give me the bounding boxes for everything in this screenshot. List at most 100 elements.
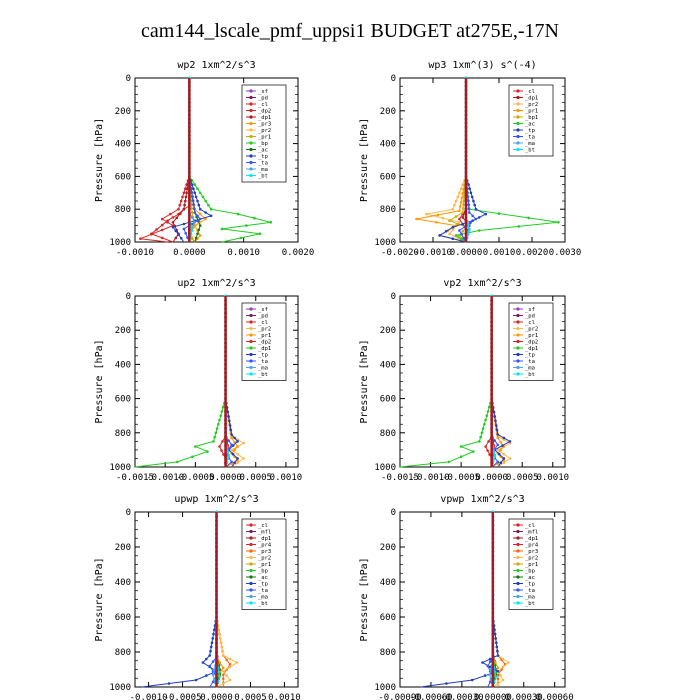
data-point	[204, 199, 207, 203]
data-point	[190, 191, 193, 194]
data-point	[139, 237, 142, 240]
legend-label: _pd	[258, 314, 268, 320]
data-point	[178, 203, 182, 207]
y-tick-label: 600	[115, 395, 131, 405]
data-point	[458, 209, 461, 213]
x-tick-label: 0.0010	[268, 693, 301, 700]
series-markers-tp	[438, 76, 488, 240]
legend-label: _cl	[258, 320, 268, 326]
legend-label: _bt	[525, 148, 535, 154]
legend-box	[508, 84, 554, 157]
data-point	[220, 449, 223, 452]
data-point	[190, 222, 194, 226]
legend-marker	[249, 536, 253, 540]
legend-label: _dp2	[525, 340, 538, 346]
legend-marker	[249, 549, 253, 553]
data-point	[197, 203, 201, 207]
legend-marker	[516, 141, 520, 145]
data-point	[160, 223, 164, 227]
legend-label: _pr1	[258, 333, 271, 339]
data-point	[451, 237, 455, 240]
x-tick-label: 0.0020	[282, 248, 315, 258]
y-axis-label: Pressure [hPa]	[94, 118, 105, 202]
legend-marker	[516, 346, 520, 350]
legend-label: _pr2	[525, 556, 538, 562]
data-point	[209, 645, 213, 649]
data-point	[174, 229, 178, 233]
data-point	[253, 216, 256, 220]
data-point	[221, 649, 224, 653]
legend-marker	[249, 555, 253, 560]
chart-title: up2 1xm^2/s^3	[177, 278, 255, 289]
data-point	[160, 228, 164, 232]
data-point	[492, 410, 496, 414]
chart-panel-4: vp2 1xm^2/s^302004006008001000-0.0015-0.…	[359, 278, 569, 483]
data-point	[499, 448, 503, 452]
legend-label: _pr4	[258, 543, 272, 549]
data-point	[206, 450, 209, 453]
data-point	[472, 199, 475, 203]
data-point	[194, 445, 197, 448]
x-tick-label: -0.0005	[442, 473, 480, 483]
data-point	[166, 221, 169, 224]
data-point	[233, 436, 236, 440]
legend-label: _bt	[258, 174, 268, 180]
data-point	[193, 211, 197, 214]
data-point	[484, 418, 487, 422]
legend-marker	[516, 536, 520, 540]
legend-marker	[249, 326, 253, 331]
data-point	[182, 227, 186, 231]
legend-label: _ma	[258, 366, 268, 372]
legend-label: _bt	[258, 372, 268, 378]
legend-label: _tp	[258, 353, 268, 359]
data-point	[451, 225, 455, 229]
legend-label: _bp	[258, 569, 268, 575]
legend-marker	[249, 134, 253, 139]
data-point	[501, 665, 505, 669]
legend-marker	[249, 160, 253, 165]
legend-marker	[249, 352, 253, 357]
data-point	[228, 657, 232, 661]
data-point	[489, 677, 493, 681]
x-tick-label: -0.00030	[440, 693, 483, 700]
y-axis-label: Pressure [hPa]	[359, 339, 370, 423]
y-tick-label: 1000	[109, 238, 131, 248]
data-point	[557, 221, 560, 224]
legend-marker	[516, 523, 520, 527]
data-point	[211, 637, 214, 640]
y-tick-label: 1000	[374, 463, 396, 473]
data-point	[193, 221, 197, 224]
legend-marker	[516, 339, 520, 344]
data-point	[466, 199, 470, 202]
y-tick-label: 800	[380, 429, 396, 439]
series-markers-pr2	[425, 76, 468, 240]
data-point	[230, 433, 233, 436]
data-point	[209, 207, 213, 211]
data-point	[212, 440, 215, 443]
data-point	[472, 450, 475, 453]
x-tick-label: 0.00030	[505, 693, 543, 700]
legend-marker	[249, 372, 253, 376]
data-point	[218, 661, 222, 664]
legend-label: _dp1	[525, 96, 538, 102]
x-tick-label: -0.0020	[381, 248, 419, 258]
legend-marker	[249, 141, 253, 145]
data-point	[231, 452, 235, 456]
legend-label: _sf	[525, 307, 535, 313]
legend-label: _pr4	[525, 543, 539, 549]
data-point	[204, 211, 207, 214]
legend-marker	[249, 89, 253, 93]
legend-label: _bp	[258, 141, 268, 147]
x-tick-label: -0.0010	[146, 473, 184, 483]
legend-marker	[516, 147, 520, 152]
data-point	[220, 645, 224, 649]
data-point	[196, 232, 199, 236]
data-point	[155, 228, 158, 231]
series-line-dp1	[134, 296, 227, 468]
legend-label: _cl	[258, 102, 268, 108]
y-tick-label: 200	[115, 107, 131, 117]
legend-label: _tp	[525, 582, 535, 588]
chart-panel-6: vpwp 1xm^2/s^302004006008001000-0.00090-…	[359, 494, 574, 700]
data-point	[219, 414, 222, 418]
x-tick-label: 0.0000	[450, 248, 483, 258]
